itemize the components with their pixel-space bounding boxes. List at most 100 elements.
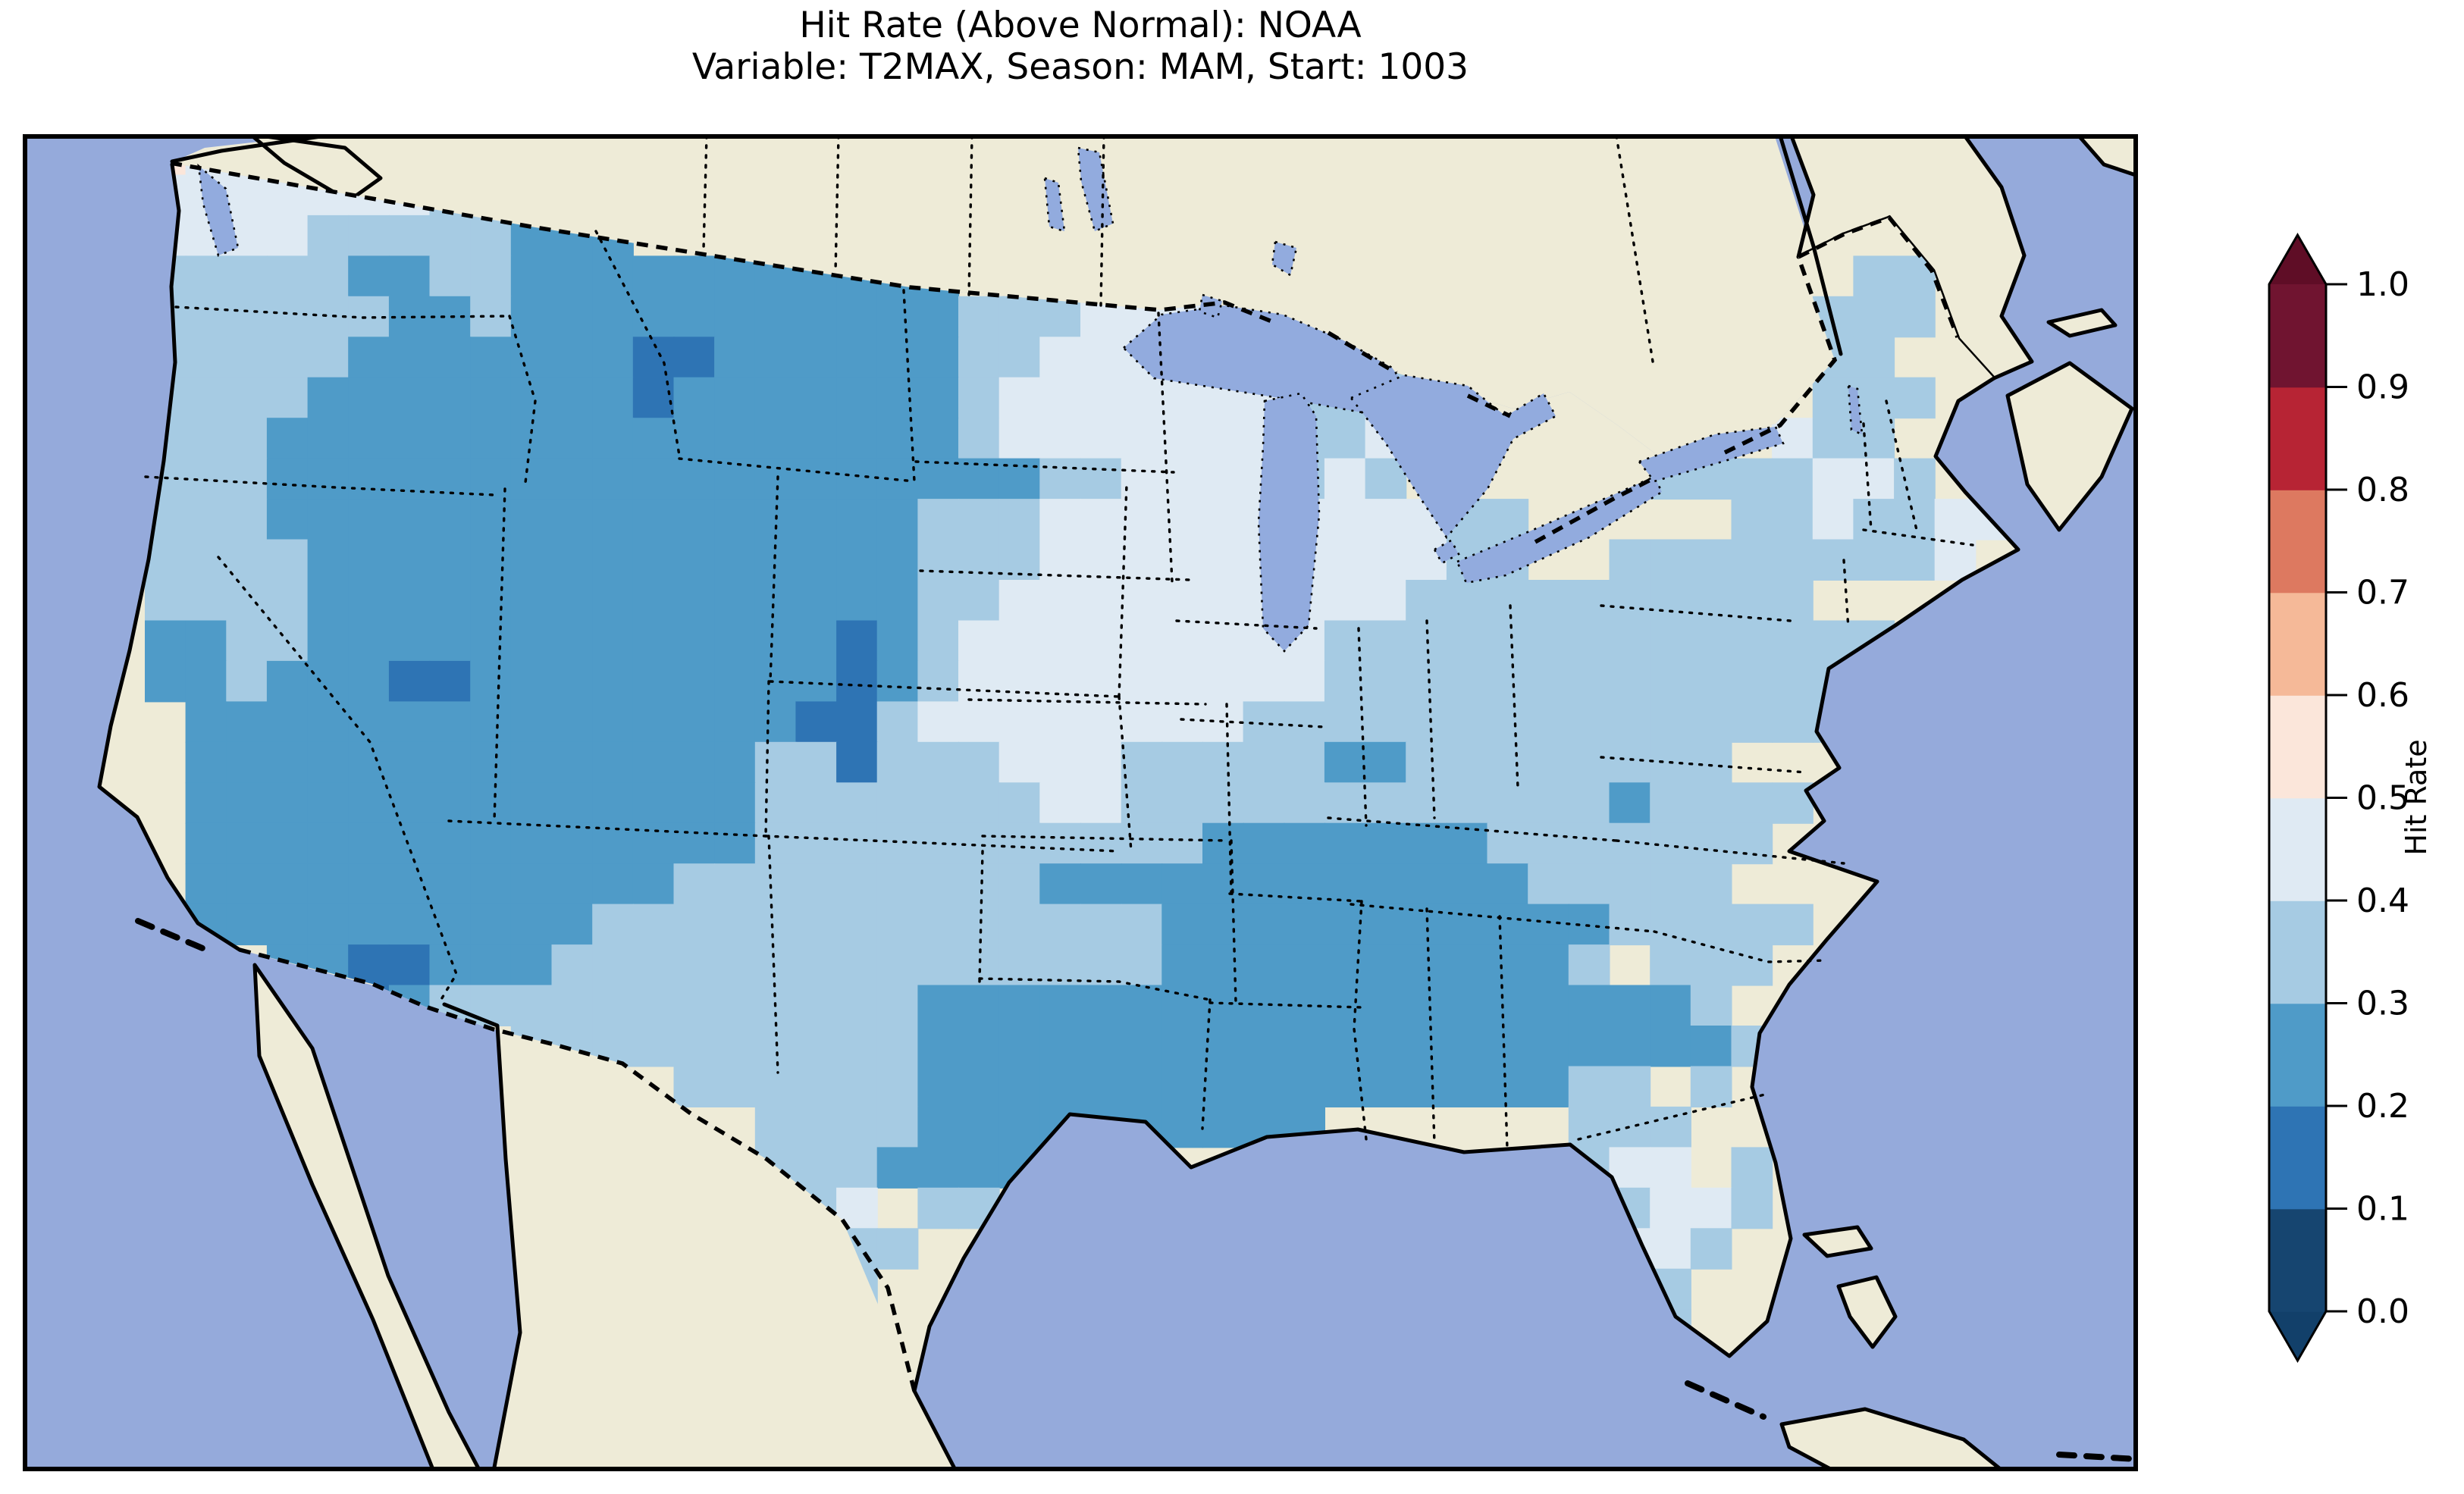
- hit-rate-cell: [266, 458, 309, 500]
- bahamas-island-1: [1802, 1225, 1873, 1258]
- hit-rate-cell: [1243, 741, 1285, 784]
- hit-rate-cell: [1568, 782, 1610, 824]
- hit-rate-cell: [754, 1066, 797, 1107]
- hit-rate-cell: [470, 701, 512, 743]
- hit-rate-cell: [185, 499, 227, 540]
- hit-rate-cell: [1121, 580, 1163, 622]
- hit-rate-cell: [266, 701, 309, 743]
- hit-rate-cell: [1202, 1106, 1244, 1148]
- hit-rate-cell: [145, 660, 187, 703]
- hit-rate-cell: [632, 337, 675, 378]
- hit-rate-cell: [795, 701, 838, 743]
- hit-rate-cell: [836, 1026, 878, 1067]
- hit-rate-cell: [1365, 741, 1407, 784]
- hit-rate-cell: [592, 499, 634, 540]
- hit-rate-cell: [998, 499, 1041, 540]
- hit-rate-cell: [1365, 944, 1407, 986]
- hit-rate-cell: [836, 539, 878, 581]
- hit-rate-cell: [917, 1147, 960, 1189]
- hit-rate-cell: [1243, 863, 1285, 905]
- hit-rate-cell: [876, 944, 919, 986]
- hit-rate-cell: [1161, 782, 1203, 824]
- hit-rate-cell: [795, 296, 838, 338]
- hit-rate-cell: [1446, 985, 1488, 1026]
- hit-rate-cell: [1446, 944, 1488, 986]
- hit-rate-cell: [551, 458, 594, 500]
- hit-rate-cell: [1446, 1066, 1488, 1107]
- canada-land: [171, 134, 1839, 456]
- hit-rate-cell: [795, 660, 838, 703]
- hit-rate-cell: [307, 377, 350, 419]
- hit-rate-cell: [754, 863, 797, 905]
- hit-rate-cell: [1731, 660, 1773, 703]
- hit-rate-cell: [714, 782, 756, 824]
- hit-rate-cell: [1487, 904, 1529, 946]
- hit-rate-cell: [1243, 782, 1285, 824]
- hit-rate-cell: [510, 255, 553, 297]
- hit-rate-cell: [1731, 499, 1773, 540]
- hit-rate-cell: [958, 418, 1000, 459]
- colorbar-tick-label: 0.5: [2356, 779, 2409, 818]
- hit-rate-cell: [917, 296, 960, 338]
- hit-rate-cell: [551, 660, 594, 703]
- hit-rate-cell: [836, 782, 878, 824]
- hit-rate-cell: [876, 296, 919, 338]
- hit-rate-cell: [1284, 660, 1325, 703]
- hit-rate-cell: [429, 539, 472, 581]
- hit-rate-cell: [470, 337, 512, 378]
- hit-rate-cell: [998, 741, 1041, 784]
- hit-rate-cell: [470, 580, 512, 622]
- colorbar-under-arrow: [2269, 1311, 2326, 1361]
- hit-rate-cell: [1324, 499, 1366, 540]
- hit-rate-cell: [836, 377, 878, 419]
- hit-rate-cell: [795, 580, 838, 622]
- hit-rate-cell: [266, 215, 309, 257]
- hit-rate-cell: [1365, 580, 1407, 622]
- hit-rate-cell: [592, 377, 634, 419]
- hit-rate-cell: [714, 377, 756, 419]
- hit-rate-cell: [551, 337, 594, 378]
- hit-rate-cell: [307, 863, 350, 905]
- hit-rate-cell: [958, 1147, 1000, 1189]
- hit-rate-cell: [917, 1106, 960, 1148]
- hit-rate-cell: [632, 296, 675, 338]
- hit-rate-cell: [1324, 863, 1366, 905]
- hit-rate-cell: [551, 620, 594, 662]
- hit-rate-cell: [876, 701, 919, 743]
- hit-rate-cell: [1446, 660, 1488, 703]
- hit-rate-cell: [1894, 377, 1936, 419]
- colorbar-tick-label: 0.4: [2356, 882, 2409, 920]
- hit-rate-cell: [876, 660, 919, 703]
- puget-sound: [197, 163, 240, 257]
- hit-rate-cell: [1690, 944, 1732, 986]
- hit-rate-cell: [226, 863, 268, 905]
- hit-rate-cell: [836, 458, 878, 500]
- hit-rate-cell: [1202, 580, 1244, 622]
- colorbar-segment-0.5-0.6: [2269, 695, 2326, 799]
- hit-rate-cell: [592, 580, 634, 622]
- hit-rate-cell: [1365, 1066, 1407, 1107]
- hit-rate-cell: [1568, 822, 1610, 865]
- hit-rate-cell: [673, 296, 716, 338]
- hit-rate-cell: [1202, 904, 1244, 946]
- hit-rate-cell: [836, 499, 878, 540]
- hit-rate-cell: [836, 985, 878, 1026]
- hit-rate-cell: [917, 782, 960, 824]
- hit-rate-cell: [1284, 782, 1325, 824]
- hit-rate-cell: [1243, 985, 1285, 1026]
- hit-rate-cell: [1080, 377, 1122, 419]
- hit-rate-cell: [917, 1187, 960, 1229]
- hit-rate-cell: [1568, 985, 1610, 1026]
- colorbar-tick-label: 0.0: [2356, 1292, 2409, 1331]
- hit-rate-cell: [592, 337, 634, 378]
- hit-rate-cell: [388, 255, 431, 297]
- hit-rate-cell: [510, 822, 553, 865]
- hit-rate-cell: [1202, 418, 1244, 459]
- hit-rate-cell: [1039, 499, 1081, 540]
- hit-rate-cell: [1161, 904, 1203, 946]
- hit-rate-cell: [226, 499, 268, 540]
- hit-rate-cell: [1446, 620, 1488, 662]
- hit-rate-cell: [917, 660, 960, 703]
- hit-rate-cell: [551, 255, 594, 297]
- hit-rate-cell: [836, 863, 878, 905]
